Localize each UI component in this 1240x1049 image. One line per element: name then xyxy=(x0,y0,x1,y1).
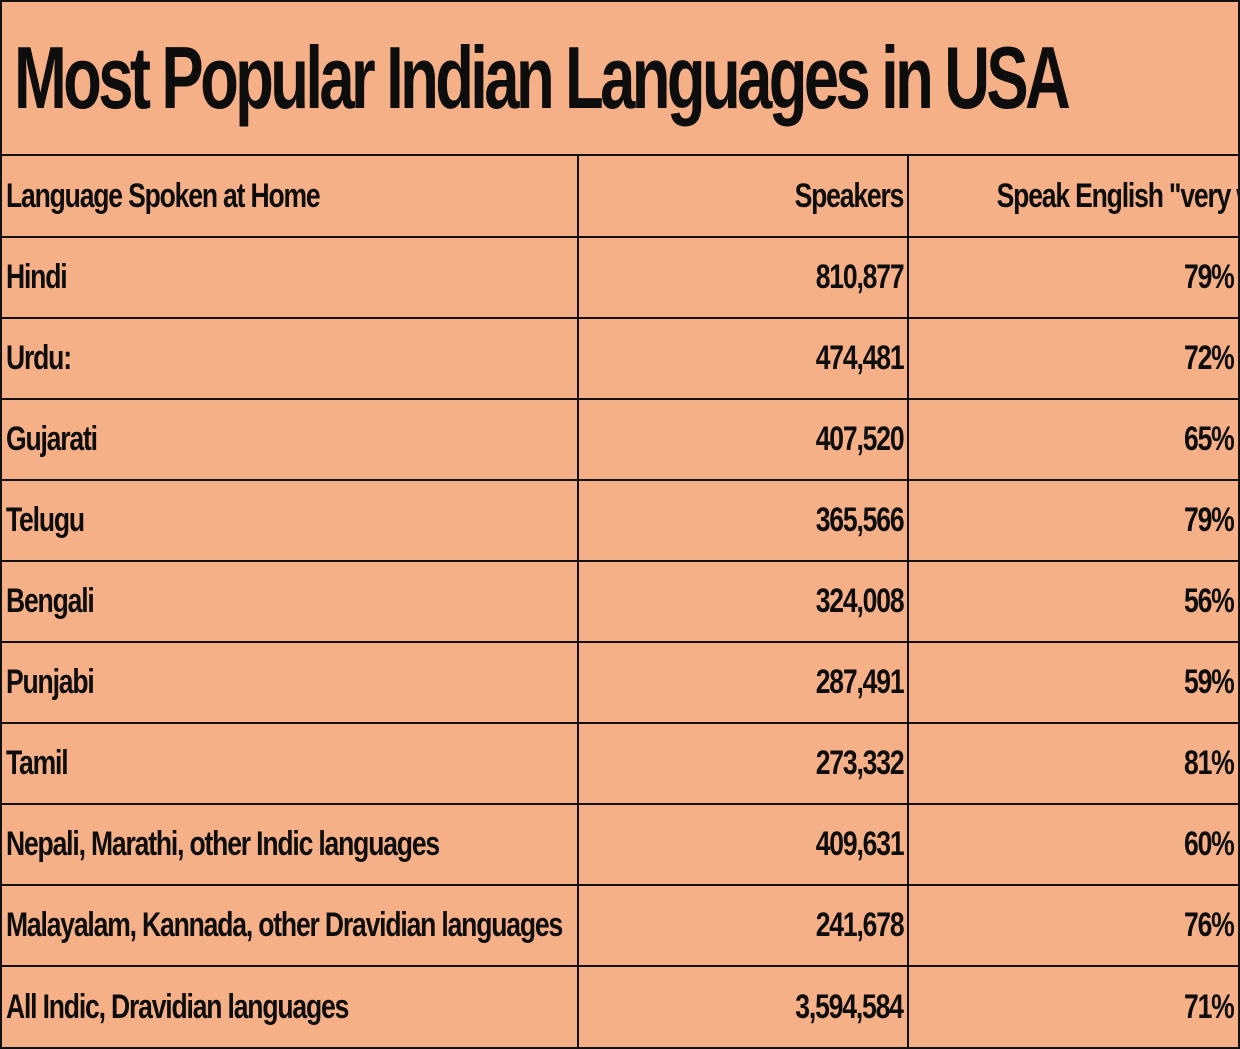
table-row: Malayalam, Kannada, other Dravidian lang… xyxy=(2,884,1238,967)
title-bar: Most Popular Indian Languages in USA xyxy=(2,2,1238,156)
english-proficiency-cell: 81% xyxy=(907,722,1238,805)
column-header-language: Language Spoken at Home xyxy=(2,156,579,238)
english-proficiency-cell: 59% xyxy=(907,641,1238,724)
table-row: Punjabi 287,491 59% xyxy=(2,641,1238,724)
column-header-english: Speak English "very well" xyxy=(907,156,1238,238)
english-proficiency-cell: 79% xyxy=(907,236,1238,319)
speakers-cell: 241,678 xyxy=(577,884,909,967)
language-cell: Malayalam, Kannada, other Dravidian lang… xyxy=(2,884,579,967)
table-row: Urdu: 474,481 72% xyxy=(2,317,1238,400)
speakers-cell: 409,631 xyxy=(577,803,909,886)
table-row: Bengali 324,008 56% xyxy=(2,560,1238,643)
speakers-cell: 407,520 xyxy=(577,398,909,481)
table-row: Tamil 273,332 81% xyxy=(2,722,1238,805)
english-proficiency-cell: 65% xyxy=(907,398,1238,481)
language-cell: Nepali, Marathi, other Indic languages xyxy=(2,803,579,886)
page-title: Most Popular Indian Languages in USA xyxy=(14,28,1071,127)
speakers-cell: 474,481 xyxy=(577,317,909,400)
speakers-cell: 273,332 xyxy=(577,722,909,805)
english-proficiency-cell: 56% xyxy=(907,560,1238,643)
table-row: Nepali, Marathi, other Indic languages 40… xyxy=(2,803,1238,886)
speakers-cell: 810,877 xyxy=(577,236,909,319)
language-cell: Hindi xyxy=(2,236,579,319)
language-cell: All Indic, Dravidian languages xyxy=(2,965,579,1047)
column-header-speakers: Speakers xyxy=(577,156,909,238)
english-proficiency-cell: 71% xyxy=(907,965,1238,1047)
language-cell: Telugu xyxy=(2,479,579,562)
speakers-cell: 3,594,584 xyxy=(577,965,909,1047)
languages-table: Language Spoken at Home Speakers Speak E… xyxy=(2,156,1238,1047)
speakers-cell: 365,566 xyxy=(577,479,909,562)
table-row: Hindi 810,877 79% xyxy=(2,236,1238,319)
english-proficiency-cell: 72% xyxy=(907,317,1238,400)
language-cell: Gujarati xyxy=(2,398,579,481)
english-proficiency-cell: 60% xyxy=(907,803,1238,886)
table-row: Gujarati 407,520 65% xyxy=(2,398,1238,481)
english-proficiency-cell: 76% xyxy=(907,884,1238,967)
header-row: Language Spoken at Home Speakers Speak E… xyxy=(2,156,1238,238)
english-proficiency-cell: 79% xyxy=(907,479,1238,562)
table-row: All Indic, Dravidian languages 3,594,584 7… xyxy=(2,965,1238,1047)
speakers-cell: 324,008 xyxy=(577,560,909,643)
language-cell: Urdu: xyxy=(2,317,579,400)
table-body: Hindi 810,877 79% Urdu: 474,481 72% Gujarati 40… xyxy=(2,236,1238,1047)
language-cell: Bengali xyxy=(2,560,579,643)
language-cell: Punjabi xyxy=(2,641,579,724)
table-row: Telugu 365,566 79% xyxy=(2,479,1238,562)
language-cell: Tamil xyxy=(2,722,579,805)
speakers-cell: 287,491 xyxy=(577,641,909,724)
